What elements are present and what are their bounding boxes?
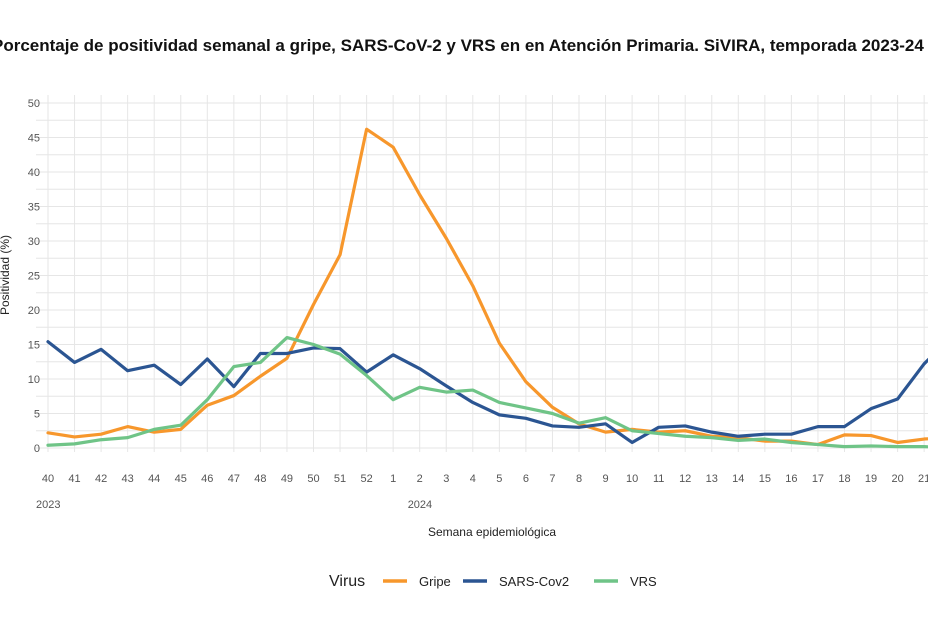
y-tick-label: 35 (28, 202, 40, 214)
series-line-vrs (46, 336, 928, 449)
legend-label-sars-cov2: SARS-Cov2 (499, 574, 569, 589)
x-tick-label: 45 (175, 473, 187, 485)
x-tick-label: 42 (95, 473, 107, 485)
y-axis-label: Positividad (%) (0, 235, 12, 315)
y-tick-label: 10 (28, 374, 40, 386)
x-tick-label: 15 (759, 473, 771, 485)
x-tick-label: 12 (679, 473, 691, 485)
x-tick-label: 1 (390, 473, 396, 485)
x-tick-label: 41 (68, 473, 80, 485)
y-tick-label: 15 (28, 340, 40, 352)
x-tick-label: 9 (602, 473, 608, 485)
x-axis-ticks: 40 41 42 43 44 45 46 47 48 49 50 51 52 1 2 3 4 5 6 7 8 9 10 11 1… (36, 473, 928, 511)
x-year-label: 2023 (36, 499, 60, 511)
y-tick-label: 50 (28, 98, 40, 110)
x-axis-label: Semana epidemiológica (428, 525, 556, 539)
x-tick-label: 4 (470, 473, 476, 485)
x-tick-label: 17 (812, 473, 824, 485)
y-tick-label: 30 (28, 236, 40, 248)
x-tick-label: 6 (523, 473, 529, 485)
y-tick-label: 25 (28, 271, 40, 283)
x-tick-label: 51 (334, 473, 346, 485)
x-tick-label: 11 (653, 473, 664, 485)
x-tick-label: 7 (549, 473, 555, 485)
legend: Virus Gripe SARS-Cov2 VRS (329, 573, 657, 590)
x-year-label: 2024 (408, 499, 432, 511)
gridlines (36, 95, 928, 452)
x-tick-label: 48 (254, 473, 266, 485)
x-tick-label: 18 (838, 473, 850, 485)
x-tick-label: 16 (785, 473, 797, 485)
x-tick-label: 3 (443, 473, 449, 485)
x-tick-label: 2 (417, 473, 423, 485)
x-tick-label: 52 (360, 473, 372, 485)
chart-title: Porcentaje de positividad semanal a grip… (0, 36, 924, 55)
x-tick-label: 10 (626, 473, 638, 485)
x-tick-label: 20 (891, 473, 903, 485)
x-tick-label: 21 (918, 473, 928, 485)
x-tick-label: 44 (148, 473, 160, 485)
y-tick-label: 45 (28, 133, 40, 145)
x-tick-label: 13 (706, 473, 718, 485)
y-tick-label: 0 (34, 443, 40, 455)
y-tick-label: 40 (28, 167, 40, 179)
x-tick-label: 46 (201, 473, 213, 485)
x-tick-label: 5 (496, 473, 502, 485)
series-lines (46, 127, 928, 449)
x-tick-label: 50 (307, 473, 319, 485)
x-tick-label: 47 (228, 473, 240, 485)
x-tick-label: 43 (122, 473, 134, 485)
x-tick-label: 8 (576, 473, 582, 485)
x-tick-label: 14 (732, 473, 744, 485)
x-tick-label: 49 (281, 473, 293, 485)
series-line-sars-cov2 (46, 340, 928, 445)
legend-label-vrs: VRS (630, 574, 657, 589)
legend-label-gripe: Gripe (419, 574, 451, 589)
y-tick-label: 5 (34, 409, 40, 421)
y-axis-ticks: 0 5 10 15 20 25 30 35 40 45 50 (28, 98, 40, 455)
x-tick-label: 40 (42, 473, 54, 485)
legend-title: Virus (329, 573, 365, 590)
y-tick-label: 20 (28, 305, 40, 317)
x-tick-label: 19 (865, 473, 877, 485)
